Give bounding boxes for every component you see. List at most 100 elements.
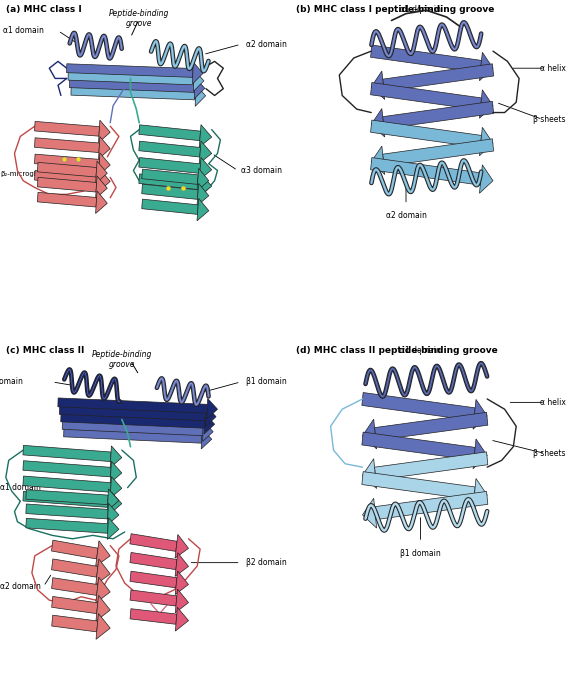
Polygon shape bbox=[26, 490, 108, 505]
Text: α1 domain: α1 domain bbox=[400, 5, 441, 14]
Text: α2 domain: α2 domain bbox=[246, 40, 287, 49]
Polygon shape bbox=[362, 432, 475, 460]
Polygon shape bbox=[175, 552, 188, 576]
Polygon shape bbox=[200, 158, 212, 180]
Polygon shape bbox=[110, 461, 122, 483]
Text: (a) MHC class I: (a) MHC class I bbox=[6, 5, 82, 14]
Polygon shape bbox=[194, 77, 205, 99]
Polygon shape bbox=[193, 70, 204, 91]
Text: α2 domain: α2 domain bbox=[0, 582, 41, 591]
Polygon shape bbox=[62, 421, 203, 436]
Polygon shape bbox=[110, 477, 122, 499]
Polygon shape bbox=[110, 492, 122, 514]
Polygon shape bbox=[142, 199, 198, 214]
Polygon shape bbox=[68, 72, 194, 85]
Polygon shape bbox=[107, 503, 119, 525]
Polygon shape bbox=[99, 153, 110, 175]
Polygon shape bbox=[175, 535, 188, 558]
Polygon shape bbox=[70, 79, 195, 92]
Polygon shape bbox=[52, 615, 98, 632]
Polygon shape bbox=[99, 169, 110, 192]
Polygon shape bbox=[23, 461, 111, 477]
Polygon shape bbox=[37, 177, 97, 192]
Polygon shape bbox=[110, 446, 122, 468]
Polygon shape bbox=[23, 492, 111, 507]
Polygon shape bbox=[26, 518, 108, 533]
Polygon shape bbox=[195, 85, 205, 106]
Polygon shape bbox=[371, 108, 385, 137]
Polygon shape bbox=[59, 406, 206, 421]
Polygon shape bbox=[383, 139, 494, 166]
Text: α1 domain: α1 domain bbox=[0, 377, 23, 387]
Polygon shape bbox=[375, 492, 488, 520]
Polygon shape bbox=[473, 400, 487, 429]
Text: α1 domain: α1 domain bbox=[400, 346, 441, 355]
Polygon shape bbox=[96, 614, 110, 639]
Polygon shape bbox=[175, 589, 188, 613]
Polygon shape bbox=[71, 87, 195, 100]
Polygon shape bbox=[35, 138, 100, 153]
Polygon shape bbox=[96, 559, 110, 584]
Text: Peptide-binding
groove: Peptide-binding groove bbox=[92, 349, 152, 369]
Polygon shape bbox=[142, 184, 198, 199]
Polygon shape bbox=[200, 174, 212, 196]
Polygon shape bbox=[197, 183, 209, 206]
Text: β1 domain: β1 domain bbox=[246, 377, 287, 387]
Polygon shape bbox=[375, 413, 488, 441]
Polygon shape bbox=[362, 419, 376, 449]
Polygon shape bbox=[61, 413, 205, 428]
Polygon shape bbox=[204, 413, 215, 434]
Polygon shape bbox=[96, 595, 110, 621]
Polygon shape bbox=[142, 169, 198, 184]
Text: α helix: α helix bbox=[539, 63, 565, 73]
Polygon shape bbox=[383, 102, 494, 129]
Polygon shape bbox=[480, 165, 493, 193]
Text: (c) MHC class II: (c) MHC class II bbox=[6, 346, 84, 355]
Text: α1 domain: α1 domain bbox=[0, 483, 41, 492]
Polygon shape bbox=[67, 64, 193, 77]
Polygon shape bbox=[383, 64, 494, 91]
Polygon shape bbox=[37, 162, 97, 177]
Polygon shape bbox=[130, 534, 177, 552]
Polygon shape bbox=[52, 559, 98, 577]
Polygon shape bbox=[52, 540, 98, 559]
Polygon shape bbox=[371, 45, 481, 72]
Polygon shape bbox=[96, 191, 107, 213]
Polygon shape bbox=[201, 428, 212, 449]
Polygon shape bbox=[371, 158, 481, 185]
Polygon shape bbox=[96, 161, 107, 183]
Polygon shape bbox=[175, 571, 188, 595]
Polygon shape bbox=[362, 459, 376, 488]
Polygon shape bbox=[362, 393, 475, 421]
Polygon shape bbox=[58, 398, 208, 413]
Polygon shape bbox=[35, 170, 100, 186]
Polygon shape bbox=[26, 504, 108, 519]
Polygon shape bbox=[193, 62, 203, 84]
Polygon shape bbox=[130, 609, 177, 624]
Text: Peptide-binding
groove: Peptide-binding groove bbox=[109, 8, 169, 28]
Text: β2 domain: β2 domain bbox=[246, 558, 287, 567]
Text: β₂-microglobulin: β₂-microglobulin bbox=[0, 171, 57, 177]
Polygon shape bbox=[139, 125, 201, 140]
Polygon shape bbox=[371, 83, 481, 110]
Text: β sheets: β sheets bbox=[533, 449, 566, 458]
Polygon shape bbox=[371, 120, 481, 147]
Polygon shape bbox=[130, 572, 177, 588]
Polygon shape bbox=[130, 552, 177, 569]
Polygon shape bbox=[200, 141, 212, 164]
Polygon shape bbox=[96, 577, 110, 603]
Polygon shape bbox=[23, 445, 111, 462]
Text: α helix: α helix bbox=[539, 398, 565, 407]
Polygon shape bbox=[371, 71, 385, 100]
Polygon shape bbox=[362, 472, 475, 500]
Polygon shape bbox=[52, 578, 98, 595]
Polygon shape bbox=[35, 121, 100, 136]
Text: (b) MHC class I peptide-binding groove: (b) MHC class I peptide-binding groove bbox=[296, 5, 494, 14]
Text: α3 domain: α3 domain bbox=[241, 166, 282, 175]
Polygon shape bbox=[375, 452, 488, 480]
Polygon shape bbox=[473, 439, 487, 469]
Polygon shape bbox=[197, 198, 209, 221]
Polygon shape bbox=[202, 421, 213, 441]
Polygon shape bbox=[197, 168, 209, 191]
Polygon shape bbox=[37, 192, 97, 207]
